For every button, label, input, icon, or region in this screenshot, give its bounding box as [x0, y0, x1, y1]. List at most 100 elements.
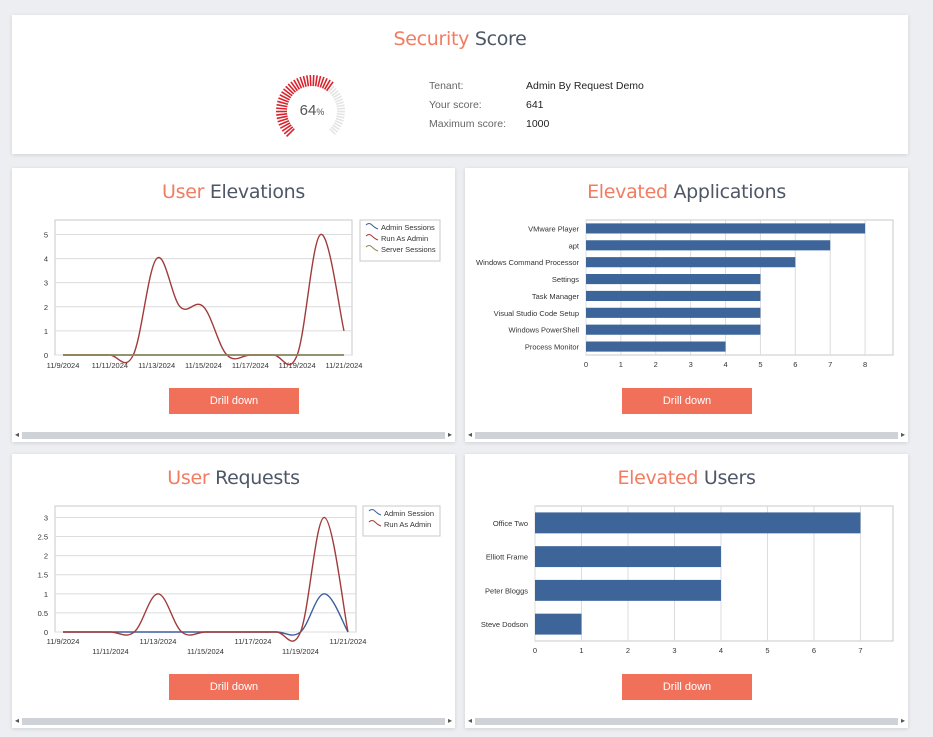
gauge-tick-empty [335, 117, 344, 122]
gauge-tick-filled [277, 100, 289, 106]
security-score-card: Security Score 64% Tenant: Admin By Requ… [12, 15, 908, 154]
elevated-users-drill-down-button[interactable]: Drill down [622, 674, 752, 700]
category-label: Elliott Frame [486, 553, 528, 562]
gauge-tick-empty [336, 104, 345, 108]
user-requests-scrollbar[interactable]: ◂ ▸ [12, 716, 455, 726]
x-tick-label: 4 [719, 646, 723, 655]
y-tick-label: 0 [44, 351, 48, 360]
x-tick-label: 11/9/2024 [47, 361, 80, 370]
y-tick-label: 2.5 [38, 533, 48, 542]
score-value: 641 [526, 99, 544, 111]
x-tick-label: 11/21/2024 [326, 361, 363, 370]
gauge-tick-filled [287, 83, 297, 93]
legend-label: Run As Admin [381, 234, 428, 243]
scroll-right-icon[interactable]: ▸ [447, 430, 452, 439]
scroll-right-icon[interactable]: ▸ [900, 716, 905, 725]
y-tick-label: 3 [44, 279, 48, 288]
gauge-tick-filled [290, 81, 299, 92]
category-label: apt [569, 241, 580, 250]
score-row: Your score: 641 [429, 99, 544, 111]
bar [586, 240, 831, 251]
gauge-tick-empty [335, 98, 344, 103]
scroll-thumb[interactable] [22, 718, 445, 725]
x-tick-label: 7 [858, 646, 862, 655]
y-tick-label: 5 [44, 230, 48, 239]
category-label: Windows Command Processor [476, 258, 579, 267]
scroll-thumb[interactable] [475, 432, 898, 439]
elevated-applications-scrollbar[interactable]: ◂ ▸ [465, 430, 908, 440]
gauge-tick-filled [325, 81, 334, 92]
x-tick-label: 11/11/2024 [92, 647, 128, 656]
x-tick-label: 11/17/2024 [235, 637, 272, 646]
y-tick-label: 2 [44, 303, 48, 312]
y-tick-label: 4 [44, 255, 48, 264]
user-requests-drill-down-button[interactable]: Drill down [169, 674, 299, 700]
user-elevations-card: User Elevations 0 1 2 3 4 5 11/9/2024 11/11/202… [12, 168, 455, 442]
score-label: Your score: [429, 99, 482, 111]
y-tick-label: 3 [44, 513, 48, 522]
gauge-tick-filled [285, 85, 295, 95]
scroll-right-icon[interactable]: ▸ [900, 430, 905, 439]
gauge-tick-filled [309, 75, 312, 87]
category-label: VMware Player [528, 224, 579, 233]
legend-swatch [365, 234, 379, 241]
gauge-tick-filled [278, 97, 289, 103]
x-tick-label: 4 [723, 360, 727, 369]
category-label: Settings [552, 275, 579, 284]
gauge-tick-filled [314, 75, 318, 87]
scroll-thumb[interactable] [475, 718, 898, 725]
bar [535, 512, 861, 534]
gauge-tick-filled [299, 76, 305, 88]
category-label: Office Two [493, 519, 528, 528]
gauge-tick-filled [317, 75, 322, 87]
x-tick-label: 11/15/2024 [185, 361, 222, 370]
security-score-title: Security Score [393, 28, 527, 50]
legend-swatch [365, 245, 379, 252]
elevated-users-chart: 0 1 2 3 4 5 6 7 Office Two Elliott Frame Peter Blo… [481, 505, 894, 655]
x-tick-label: 11/11/2024 [92, 361, 128, 370]
x-tick-label: 11/15/2024 [187, 647, 224, 656]
plot-area [54, 219, 353, 356]
x-tick-label: 0 [533, 646, 537, 655]
scroll-thumb[interactable] [22, 432, 445, 439]
elevated-users-scrollbar[interactable]: ◂ ▸ [465, 716, 908, 726]
user-elevations-title: User Elevations [161, 181, 305, 203]
y-tick-label: 0 [44, 628, 48, 637]
legend-label: Admin Sessions [381, 223, 435, 232]
scroll-left-icon[interactable]: ◂ [15, 430, 20, 439]
gauge-tick-filled [296, 77, 303, 89]
gauge-tick-empty [335, 101, 344, 106]
user-requests-title: User Requests [167, 467, 300, 489]
x-tick-label: 11/9/2024 [47, 637, 80, 646]
gauge-tick-filled [276, 113, 288, 116]
elevated-users-title: Elevated Users [617, 467, 756, 489]
gauge-tick-filled [281, 124, 292, 132]
user-elevations-scrollbar[interactable]: ◂ ▸ [12, 430, 455, 440]
x-tick-label: 11/13/2024 [140, 637, 177, 646]
scroll-right-icon[interactable]: ▸ [447, 716, 452, 725]
bar [535, 546, 721, 568]
elevated-applications-drill-down-button[interactable]: Drill down [622, 388, 752, 414]
gauge-tick-filled [321, 77, 328, 89]
x-tick-label: 11/19/2024 [282, 647, 319, 656]
bar [586, 257, 796, 268]
gauge-tick-empty [332, 92, 341, 99]
category-label: Task Manager [532, 292, 580, 301]
gauge-tick-filled [276, 115, 288, 120]
gauge-tick-empty [336, 113, 345, 116]
elevated-applications-card: Elevated Applications 0 1 2 3 4 5 6 7 8 VMware Pl… [465, 168, 908, 442]
scroll-left-icon[interactable]: ◂ [15, 716, 20, 725]
scroll-left-icon[interactable]: ◂ [468, 716, 473, 725]
series-line [62, 233, 345, 366]
bar [586, 324, 761, 335]
legend-box [362, 505, 441, 537]
user-elevations-drill-down-button[interactable]: Drill down [169, 388, 299, 414]
gauge-tick-empty [332, 124, 340, 131]
x-tick-label: 2 [626, 646, 630, 655]
x-tick-label: 2 [654, 360, 658, 369]
scroll-left-icon[interactable]: ◂ [468, 430, 473, 439]
bar [586, 290, 761, 301]
max-score-label: Maximum score: [429, 118, 507, 130]
bar [586, 223, 866, 234]
gauge-tick-filled [277, 117, 289, 123]
